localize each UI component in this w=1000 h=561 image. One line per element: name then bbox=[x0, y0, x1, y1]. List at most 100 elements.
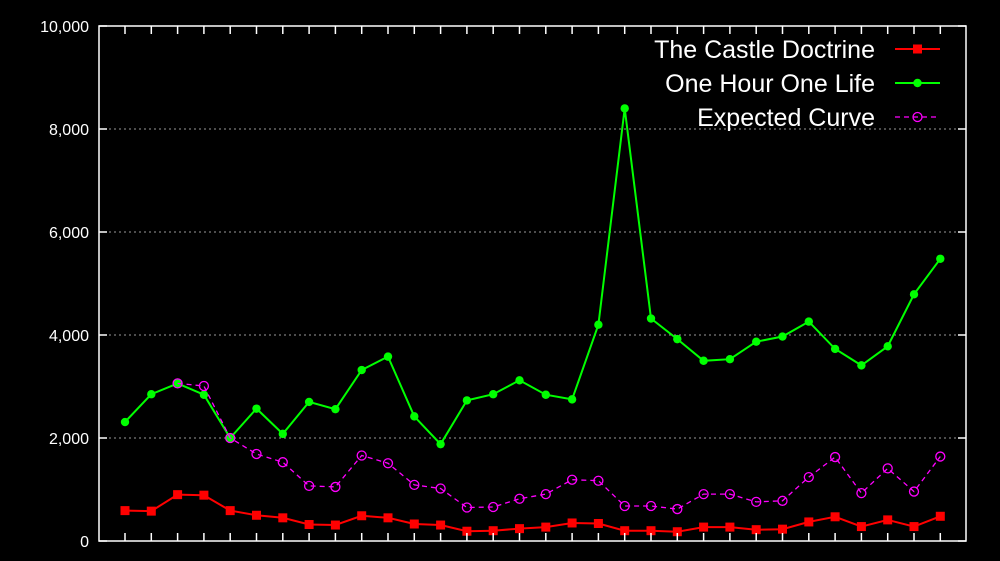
expected-curve-point bbox=[277, 457, 288, 468]
expected-curve-point bbox=[593, 475, 604, 486]
the-castle-doctrine-point bbox=[725, 522, 735, 532]
the-castle-doctrine-point bbox=[751, 525, 761, 535]
series-1 bbox=[120, 490, 945, 537]
the-castle-doctrine-point bbox=[330, 520, 340, 530]
the-castle-doctrine-legend-marker bbox=[913, 44, 922, 54]
one-hour-one-life-point bbox=[304, 397, 314, 407]
plot-frame bbox=[98, 25, 967, 542]
the-castle-doctrine-point bbox=[804, 517, 814, 527]
the-castle-doctrine-point bbox=[515, 524, 524, 534]
the-castle-doctrine-point bbox=[146, 506, 156, 516]
expected-curve-point bbox=[751, 496, 762, 508]
one-hour-one-life-point bbox=[778, 332, 787, 341]
expected-curve-legend-marker bbox=[912, 111, 923, 123]
expected-curve-point bbox=[198, 380, 210, 392]
y-tick-label: 4,000 bbox=[49, 328, 89, 345]
the-castle-doctrine-point bbox=[252, 510, 261, 520]
legend: The Castle Doctrine One Hour One Life Expe… bbox=[654, 36, 940, 132]
expected-curve-point bbox=[856, 487, 867, 499]
legend-label: Expected Curve bbox=[697, 104, 875, 132]
expected-curve-point bbox=[488, 501, 499, 513]
the-castle-doctrine-point bbox=[593, 518, 603, 528]
the-castle-doctrine-point bbox=[856, 522, 866, 532]
the-castle-doctrine-point bbox=[646, 526, 656, 536]
y-tick-label: 2,000 bbox=[49, 431, 89, 448]
y-tick-label: 0 bbox=[80, 534, 89, 551]
one-hour-one-life-point bbox=[620, 104, 629, 113]
one-hour-one-life-point bbox=[857, 361, 866, 370]
the-castle-doctrine-point bbox=[830, 512, 840, 522]
expected-curve-point bbox=[777, 495, 788, 506]
one-hour-one-life-point bbox=[752, 337, 761, 346]
one-hour-one-life-point bbox=[489, 390, 498, 399]
one-hour-one-life-line bbox=[124, 108, 942, 446]
one-hour-one-life-point bbox=[830, 344, 840, 354]
one-hour-one-life-point bbox=[147, 390, 156, 399]
the-castle-doctrine-point bbox=[935, 511, 945, 521]
the-castle-doctrine-point bbox=[620, 526, 630, 536]
one-hour-one-life-point bbox=[410, 412, 419, 421]
one-hour-one-life-point bbox=[804, 317, 813, 326]
expected-curve-point bbox=[803, 471, 814, 483]
one-hour-one-life-point bbox=[567, 395, 577, 404]
expected-curve-point bbox=[303, 480, 315, 492]
the-castle-doctrine-point bbox=[672, 527, 682, 537]
one-hour-one-life-point bbox=[357, 365, 366, 375]
one-hour-one-life-point bbox=[673, 334, 682, 344]
series-2 bbox=[120, 104, 945, 449]
the-castle-doctrine-point bbox=[778, 524, 787, 534]
one-hour-one-life-point bbox=[699, 356, 708, 365]
the-castle-doctrine-point bbox=[383, 513, 393, 523]
the-castle-doctrine-point bbox=[436, 520, 446, 530]
expected-curve-point bbox=[251, 448, 262, 460]
the-castle-doctrine-point bbox=[883, 515, 893, 525]
one-hour-one-life-point bbox=[725, 355, 735, 364]
y-tick-label: 10,000 bbox=[40, 19, 89, 36]
expected-curve-point bbox=[619, 500, 630, 512]
one-hour-one-life-point bbox=[462, 396, 472, 405]
the-castle-doctrine-point bbox=[225, 506, 235, 516]
expected-curve-point bbox=[829, 451, 841, 463]
expected-curve-point bbox=[225, 432, 236, 444]
the-castle-doctrine-point bbox=[541, 522, 551, 532]
expected-curve-point bbox=[172, 378, 183, 389]
legend-entry-1: The Castle Doctrine bbox=[654, 36, 940, 64]
one-hour-one-life-point bbox=[436, 439, 445, 449]
expected-curve-point bbox=[645, 500, 657, 512]
the-castle-doctrine-point bbox=[357, 511, 367, 521]
expected-curve-point bbox=[698, 488, 709, 500]
the-castle-doctrine-point bbox=[462, 526, 472, 536]
one-hour-one-life-point bbox=[936, 254, 945, 263]
expected-curve-point bbox=[382, 458, 394, 469]
one-hour-one-life-point bbox=[646, 314, 656, 323]
one-hour-one-life-point bbox=[278, 429, 287, 439]
expected-curve-point bbox=[461, 502, 473, 513]
the-castle-doctrine-point bbox=[567, 518, 577, 528]
one-hour-one-life-point bbox=[383, 352, 393, 361]
the-castle-doctrine-point bbox=[699, 522, 709, 532]
the-castle-doctrine-point bbox=[304, 520, 314, 530]
expected-curve-point bbox=[540, 488, 551, 500]
one-hour-one-life-point bbox=[594, 320, 603, 329]
expected-curve-point bbox=[908, 486, 920, 497]
expected-curve-point bbox=[514, 493, 525, 504]
expected-curve-point bbox=[672, 503, 683, 515]
expected-curve-point bbox=[935, 451, 946, 462]
expected-curve-point bbox=[356, 450, 367, 461]
one-hour-one-life-point bbox=[541, 390, 550, 399]
one-hour-one-life-point bbox=[199, 390, 209, 399]
legend-entry-3: Expected Curve bbox=[697, 104, 940, 132]
legend-label: One Hour One Life bbox=[665, 70, 875, 98]
legend-label: The Castle Doctrine bbox=[654, 36, 875, 64]
expected-curve-point bbox=[330, 481, 341, 493]
y-tick-label: 8,000 bbox=[49, 122, 89, 139]
series-layer bbox=[120, 104, 946, 537]
one-hour-one-life-point bbox=[883, 342, 892, 351]
the-castle-doctrine-point bbox=[120, 506, 130, 516]
the-castle-doctrine-line bbox=[124, 493, 941, 533]
series-3 bbox=[172, 378, 946, 515]
axes: 0 2,000 4,000 6,000 8,000 10,000 bbox=[40, 19, 966, 551]
the-castle-doctrine-point bbox=[409, 519, 419, 529]
one-hour-one-life-point bbox=[909, 290, 919, 299]
